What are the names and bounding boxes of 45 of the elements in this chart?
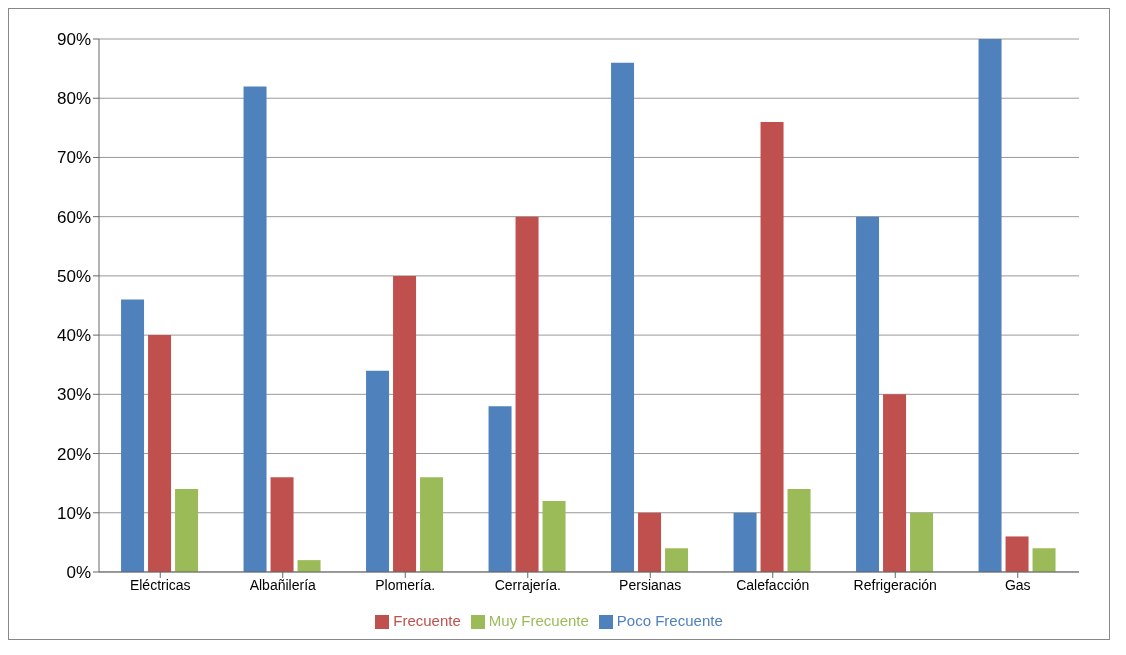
bar — [611, 62, 635, 572]
bar — [1005, 536, 1029, 572]
x-tick-label: Gas — [1004, 576, 1031, 593]
bar — [883, 394, 907, 572]
y-tick-label: 10% — [56, 503, 91, 523]
bar — [787, 489, 811, 572]
y-tick-label: 80% — [56, 89, 91, 109]
bar — [488, 406, 512, 572]
bar — [270, 477, 294, 572]
x-tick-label: Albañilería — [249, 576, 317, 593]
bar — [542, 500, 566, 572]
x-tick-label: Calefacción — [736, 576, 810, 593]
y-tick-label: 60% — [56, 207, 91, 227]
legend-label: Frecuente — [393, 611, 461, 629]
y-tick-label: 70% — [56, 148, 91, 168]
bar — [175, 489, 199, 572]
bar — [1032, 548, 1056, 572]
x-tick-label: Refrigeración — [853, 576, 937, 593]
legend-label: Muy Frecuente — [488, 611, 589, 629]
y-tick-label: 30% — [56, 385, 91, 405]
x-tick-label: Eléctricas — [129, 576, 191, 593]
bar — [148, 335, 172, 572]
bar — [978, 39, 1002, 572]
x-tick-label: Persianas — [619, 576, 682, 593]
bar — [121, 299, 145, 572]
bar — [297, 560, 321, 572]
bar — [515, 216, 539, 572]
bar — [910, 512, 934, 572]
bar — [856, 216, 880, 572]
bar — [393, 275, 417, 572]
y-tick-label: 0% — [66, 563, 91, 582]
bar — [243, 86, 267, 572]
y-tick-label: 20% — [56, 444, 91, 464]
bar — [665, 548, 689, 572]
bar — [733, 512, 757, 572]
legend-label: Poco Frecuente — [616, 611, 723, 629]
bar — [366, 370, 390, 572]
y-tick-label: 50% — [56, 266, 91, 286]
bar — [420, 477, 444, 572]
y-tick-label: 40% — [56, 326, 91, 346]
x-tick-label: Cerrajería. — [494, 576, 561, 593]
x-tick-label: Plomería. — [375, 576, 436, 593]
bar — [760, 121, 784, 572]
y-tick-label: 90% — [56, 30, 91, 50]
bar — [638, 512, 662, 572]
